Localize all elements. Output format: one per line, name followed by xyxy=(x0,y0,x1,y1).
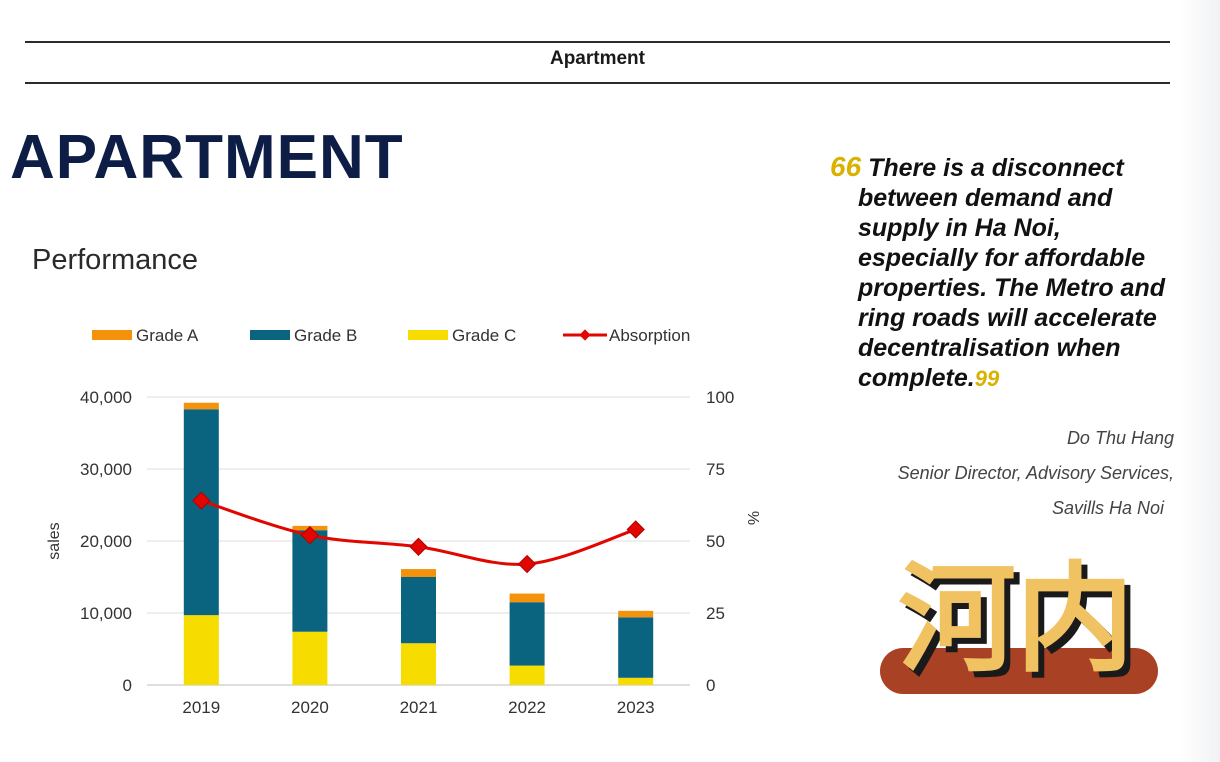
absorption-point xyxy=(517,554,537,574)
quote-line-text: decentralisation when xyxy=(858,334,1121,362)
y2-tick-label: 0 xyxy=(706,676,715,695)
top-rule xyxy=(25,41,1170,43)
bar-grade-a xyxy=(401,569,436,577)
quote-line-text: properties. The Metro and xyxy=(858,274,1165,302)
bar-grade-b xyxy=(183,409,219,616)
quote-line-text: complete. xyxy=(858,364,975,392)
quote-line-text: supply in Ha Noi, xyxy=(858,214,1061,242)
y-tick-label: 40,000 xyxy=(80,388,132,407)
legend-label: Absorption xyxy=(609,326,690,345)
y2-tick-label: 50 xyxy=(706,532,725,551)
section-label: Apartment xyxy=(549,48,645,69)
bar-grade-a xyxy=(183,402,219,410)
y2-tick-label: 75 xyxy=(706,460,725,479)
page-title: APARTMENT xyxy=(10,123,404,192)
quote-line: properties. The Metro and xyxy=(830,273,1200,303)
y-tick-label: 30,000 xyxy=(80,460,132,479)
bar-grade-a xyxy=(618,610,654,618)
bar-grade-b xyxy=(618,617,654,678)
absorption-point xyxy=(626,520,645,539)
x-tick-label: 2023 xyxy=(617,698,655,717)
chart-section-title: Performance xyxy=(32,244,199,276)
absorption-point xyxy=(192,491,211,510)
y-tick-label: 0 xyxy=(123,676,132,695)
quote-line-text: especially for affordable xyxy=(858,244,1146,272)
quote-author: Do Thu Hang xyxy=(1066,428,1174,448)
quote-line: 66 There is a disconnect xyxy=(830,152,1200,183)
x-tick-label: 2021 xyxy=(400,698,438,717)
chart-bars xyxy=(183,402,654,685)
y-axis-label: sales xyxy=(46,522,63,559)
bar-grade-c xyxy=(401,643,436,685)
quote-line-text: There is a disconnect xyxy=(868,154,1124,182)
illustration-glyph-shadow: 河内 xyxy=(904,556,1140,694)
page-edge-shadow xyxy=(1180,0,1220,762)
y2-axis-label: % xyxy=(744,511,761,525)
legend-label: Grade A xyxy=(136,326,199,345)
apartment-performance-chart: Grade A Grade B Grade C Absorption 0 10,000 2… xyxy=(46,326,761,717)
bottom-rule xyxy=(25,82,1170,84)
x-tick-label: 2019 xyxy=(182,698,220,717)
y-tick-label: 20,000 xyxy=(80,532,132,551)
quote-line: especially for affordable xyxy=(830,243,1200,273)
quote-line-text: between demand and xyxy=(858,184,1113,212)
quote-author-org: Savills Ha Noi xyxy=(1051,498,1164,518)
quote-line: supply in Ha Noi, xyxy=(830,213,1200,243)
x-tick-label: 2022 xyxy=(508,698,546,717)
y2-tick-label: 25 xyxy=(706,604,725,623)
quote-line: between demand and xyxy=(830,183,1200,213)
quote-line: ring roads will accelerate xyxy=(830,303,1200,333)
y2-tick-label: 100 xyxy=(706,388,734,407)
bar-grade-c xyxy=(292,631,328,685)
legend-swatch-grade-b xyxy=(250,330,290,340)
quote-block: 66 There is a disconnect between demand a… xyxy=(830,152,1200,394)
chart-legend: Grade A Grade B Grade C Absorption xyxy=(92,326,690,345)
bar-grade-c xyxy=(618,677,654,685)
absorption-point xyxy=(300,526,320,545)
absorption-line xyxy=(192,491,645,574)
quote-author-role: Senior Director, Advisory Services, xyxy=(897,463,1174,483)
legend-swatch-grade-a xyxy=(92,330,132,340)
quote-line: complete.99 xyxy=(830,363,1200,394)
legend-swatch-grade-c xyxy=(408,330,448,340)
bar-grade-a xyxy=(509,593,545,603)
close-quote-icon: 99 xyxy=(974,366,1000,391)
ha-noi-calligraphy-illustration: 河内 河内 xyxy=(880,550,1158,694)
absorption-point xyxy=(409,537,428,556)
legend-label: Grade C xyxy=(452,326,516,345)
bar-grade-b xyxy=(509,602,545,666)
legend-marker-absorption xyxy=(579,329,591,341)
bar-grade-c xyxy=(183,615,219,685)
x-tick-label: 2020 xyxy=(291,698,329,717)
chart-axes: 0 10,000 20,000 30,000 40,000 0 25 50 75 100 2019 2… xyxy=(46,388,761,717)
bar-grade-c xyxy=(509,665,545,685)
illustration-glyph: 河内 xyxy=(898,550,1134,688)
bar-grade-b xyxy=(401,577,436,644)
open-quote-icon: 66 xyxy=(830,151,862,182)
bar-grade-b xyxy=(292,530,328,632)
legend-label: Grade B xyxy=(294,326,357,345)
y-tick-label: 10,000 xyxy=(80,604,132,623)
quote-line-text: ring roads will accelerate xyxy=(858,304,1157,332)
quote-line: decentralisation when xyxy=(830,333,1200,363)
illustration-red-bar xyxy=(880,648,1158,694)
